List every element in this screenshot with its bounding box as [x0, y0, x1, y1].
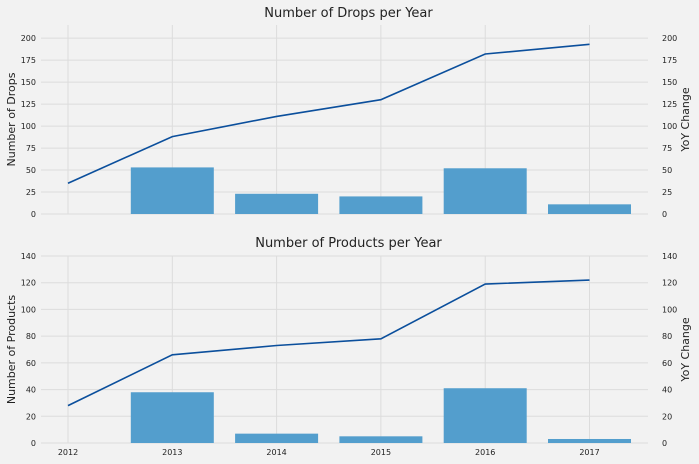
y2label: YoY Change	[679, 87, 692, 153]
ytick-label: 0	[31, 439, 36, 448]
ytick-label: 0	[31, 210, 36, 219]
ytick-label: 75	[26, 144, 36, 153]
y2tick-label: 40	[662, 386, 672, 395]
bar-2014	[235, 433, 319, 443]
bar-2016	[443, 168, 527, 214]
ytick-label: 20	[26, 412, 36, 421]
ytick-label: 200	[21, 34, 36, 43]
series-line	[67, 43, 590, 184]
subplot-title: Number of Products per Year	[255, 236, 442, 251]
series-line	[67, 279, 590, 407]
bar-2017	[548, 438, 631, 443]
y2tick-label: 20	[662, 412, 672, 421]
bar-2013	[130, 167, 214, 214]
ytick-label: 80	[26, 332, 36, 341]
bar-2015	[339, 196, 423, 214]
ytick-label: 60	[26, 359, 36, 368]
xtick-label-2014: 2014	[266, 448, 286, 457]
y2tick-label: 100	[662, 122, 677, 131]
ytick-label: 120	[21, 279, 36, 288]
y2tick-label: 0	[662, 439, 667, 448]
ytick-label: 100	[21, 305, 36, 314]
xtick-label-2015: 2015	[371, 448, 391, 457]
subplot-2: 0 20 40 60 80 100 120 140 0 20 40 60 80 100 120 140 2012…	[5, 236, 692, 457]
ytick-label: 100	[21, 122, 36, 131]
bar-2017	[548, 204, 631, 214]
bar-2013	[130, 392, 214, 443]
ylabel: Number of Drops	[5, 72, 18, 166]
ytick-label: 175	[21, 56, 36, 65]
subplot-title: Number of Drops per Year	[264, 6, 433, 21]
y2tick-label: 80	[662, 332, 672, 341]
y2tick-label: 120	[662, 279, 677, 288]
xtick-label-2016: 2016	[475, 448, 495, 457]
ytick-label: 40	[26, 386, 36, 395]
xtick-label-2013: 2013	[162, 448, 182, 457]
ylabel: Number of Products	[5, 295, 18, 405]
ytick-label: 150	[21, 78, 36, 87]
bar-2016	[443, 388, 527, 443]
y2tick-label: 150	[662, 78, 677, 87]
y2tick-label: 200	[662, 34, 677, 43]
subplot-1: 0 25 50 75 100 125 150 175 200 0 25 50 75 100 125 150 17…	[5, 6, 692, 219]
y2tick-label: 50	[662, 166, 672, 175]
ytick-label: 125	[21, 100, 36, 109]
xtick-label-2017: 2017	[579, 448, 599, 457]
y2tick-label: 25	[662, 188, 672, 197]
ytick-label: 50	[26, 166, 36, 175]
ytick-label: 140	[21, 252, 36, 261]
ytick-label: 25	[26, 188, 36, 197]
y2tick-label: 60	[662, 359, 672, 368]
y2tick-label: 125	[662, 100, 677, 109]
y2tick-label: 100	[662, 305, 677, 314]
xtick-label-2012: 2012	[58, 448, 78, 457]
bar-2015	[339, 436, 423, 443]
bar-2014	[235, 193, 319, 214]
y2tick-label: 0	[662, 210, 667, 219]
y2label: YoY Change	[679, 317, 692, 383]
y2tick-label: 140	[662, 252, 677, 261]
y2tick-label: 75	[662, 144, 672, 153]
y2tick-label: 175	[662, 56, 677, 65]
